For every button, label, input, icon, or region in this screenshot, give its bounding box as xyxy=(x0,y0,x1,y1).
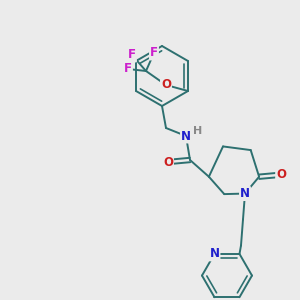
Text: N: N xyxy=(240,187,250,200)
Text: F: F xyxy=(150,46,158,59)
Text: H: H xyxy=(194,126,202,136)
Text: F: F xyxy=(128,49,136,62)
Text: O: O xyxy=(276,168,286,181)
Text: O: O xyxy=(163,155,173,169)
Text: N: N xyxy=(209,248,220,260)
Text: N: N xyxy=(181,130,191,142)
Text: F: F xyxy=(124,62,132,76)
Text: O: O xyxy=(161,79,171,92)
